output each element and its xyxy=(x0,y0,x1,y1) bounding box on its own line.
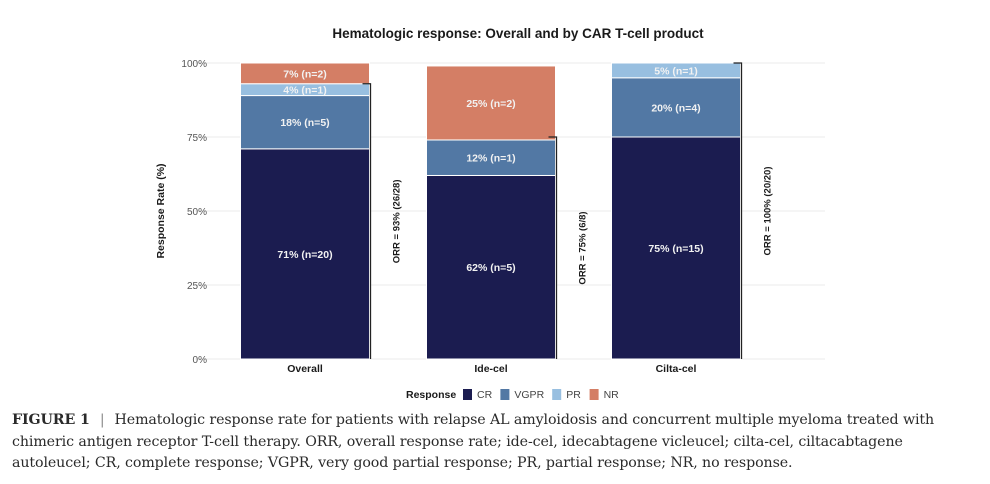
legend-label: PR xyxy=(566,389,581,401)
chart-title: Hematologic response: Overall and by CAR… xyxy=(332,26,704,41)
y-tick-label: 50% xyxy=(187,207,207,218)
data-label: 20% (n=4) xyxy=(651,102,700,114)
y-tick-label: 75% xyxy=(187,133,207,144)
bar-segment-nr xyxy=(240,62,370,85)
data-label: 7% (n=2) xyxy=(283,68,326,80)
legend-swatch-nr xyxy=(589,389,599,400)
bar-segment-pr xyxy=(611,62,741,79)
orr-label: ORR = 93% (26/28) xyxy=(392,180,403,264)
x-axis: Overall Ide-cel Cilta-cel xyxy=(287,363,696,375)
bar-segment-cr xyxy=(240,148,370,360)
caption-separator: | xyxy=(99,412,105,428)
y-tick-label: 0% xyxy=(193,355,208,366)
legend-swatch-vgpr xyxy=(500,389,510,400)
data-label: 5% (n=1) xyxy=(654,65,697,77)
orr-bracket xyxy=(548,136,558,359)
bar-segment-vgpr xyxy=(240,95,370,150)
y-tick-label: 100% xyxy=(181,59,207,70)
figure-caption: FIGURE 1 | Hematologic response rate for p… xyxy=(12,410,982,475)
legend-label: VGPR xyxy=(514,389,544,401)
data-label: 71% (n=20) xyxy=(277,249,332,261)
data-label: 25% (n=2) xyxy=(466,98,515,110)
caption-text: Hematologic response rate for patients w… xyxy=(12,412,935,471)
bar-segment-cr xyxy=(426,174,556,360)
x-tick-label: Overall xyxy=(287,363,323,375)
data-label: 4% (n=1) xyxy=(283,85,326,97)
orr-label: ORR = 100% (20/20) xyxy=(763,167,774,256)
orr-bracket xyxy=(733,62,743,359)
x-tick-label: Cilta-cel xyxy=(656,363,697,375)
orr-bracket xyxy=(362,83,372,359)
x-tick-label: Ide-cel xyxy=(474,363,507,375)
data-label: 62% (n=5) xyxy=(466,262,515,274)
stacked-bar-chart: Hematologic response: Overall and by CAR… xyxy=(155,26,825,401)
y-axis-label: Response Rate (%) xyxy=(155,163,167,258)
bar-segment-vgpr xyxy=(611,77,741,138)
data-label: 12% (n=1) xyxy=(466,153,515,165)
legend-label: CR xyxy=(477,389,493,401)
y-axis: 0% 25% 50% 75% 100% xyxy=(181,59,207,366)
bar-segment-vgpr xyxy=(426,139,556,176)
legend-swatch-pr xyxy=(552,389,562,400)
data-label: 75% (n=15) xyxy=(648,243,703,255)
bar-segment-nr xyxy=(426,65,556,141)
bar-segment-cr xyxy=(611,136,741,360)
bars: 71% (n=20) 18% (n=5) 4% (n=1) 7% (n=2) ORR =… xyxy=(240,62,774,360)
figure-label: FIGURE 1 xyxy=(12,412,90,428)
data-label: 18% (n=5) xyxy=(280,117,329,129)
legend-title: Response xyxy=(406,389,456,401)
legend-swatch-cr xyxy=(463,389,472,400)
legend-label: NR xyxy=(604,389,620,401)
orr-label: ORR = 75% (6/8) xyxy=(578,211,589,284)
y-tick-label: 25% xyxy=(187,281,207,292)
legend: Response CR VGPR PR NR xyxy=(406,389,619,401)
